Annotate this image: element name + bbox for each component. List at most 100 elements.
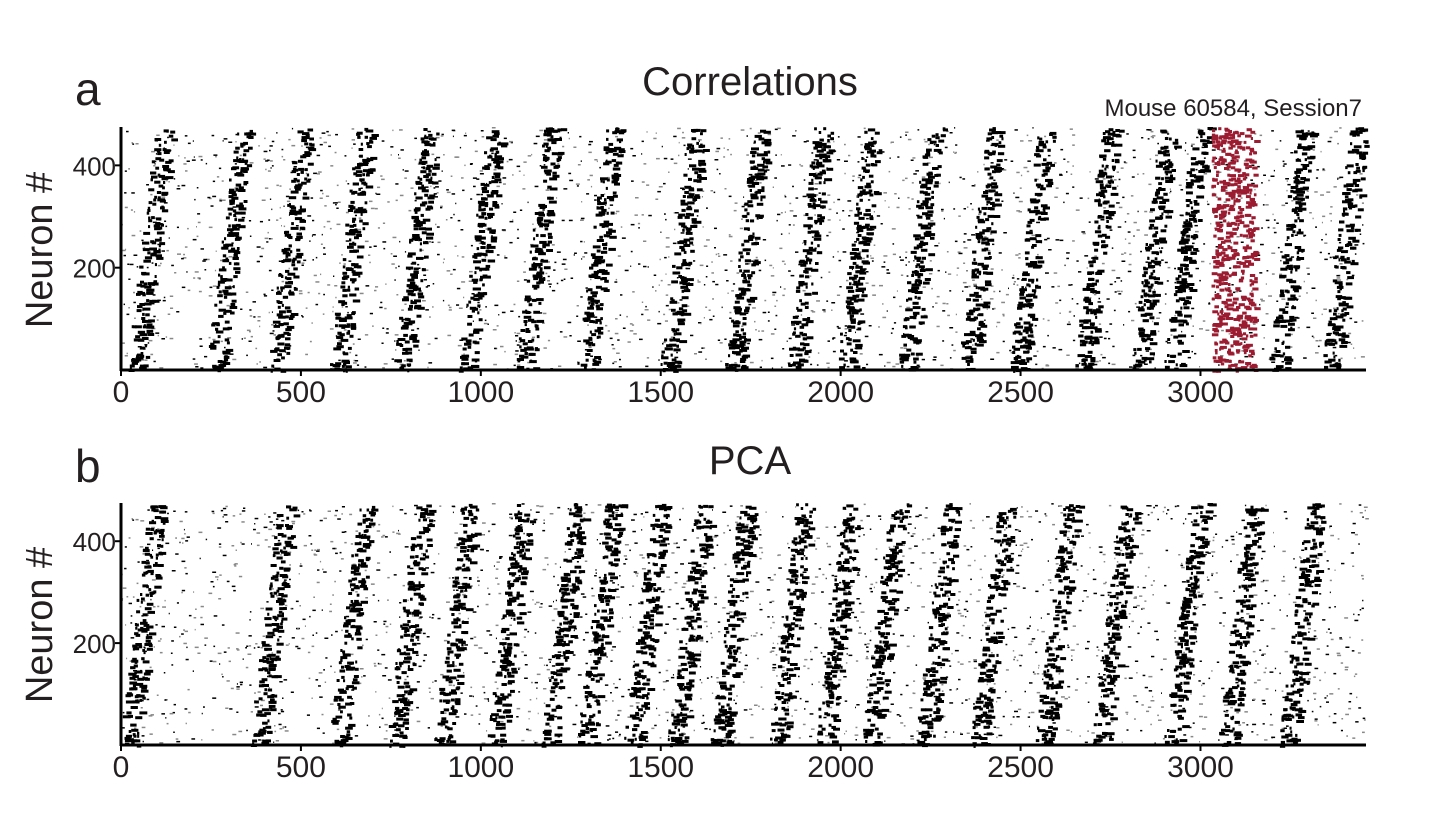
raster-dot: [754, 320, 756, 323]
raster-dot: [717, 339, 721, 341]
raster-dot: [291, 144, 296, 147]
raster-dot: [745, 306, 750, 310]
raster-dot: [989, 298, 994, 300]
raster-dot: [982, 305, 991, 309]
raster-dot: [840, 340, 844, 344]
raster-dot: [529, 360, 537, 364]
raster-dot: [1325, 233, 1327, 236]
raster-dot: [1106, 220, 1109, 223]
raster-dot: [859, 192, 863, 196]
raster-dot: [735, 330, 739, 334]
raster-dot: [1294, 316, 1299, 319]
raster-dot: [488, 245, 496, 249]
raster-dot: [463, 296, 465, 299]
raster-dot: [1223, 215, 1226, 218]
raster-dot: [455, 202, 457, 205]
raster-dot: [1165, 173, 1169, 176]
raster-dot: [281, 260, 285, 263]
raster-dot: [1109, 323, 1113, 325]
raster-dot: [723, 156, 726, 158]
raster-dot: [990, 233, 993, 235]
raster-dot: [528, 267, 537, 271]
raster-dot: [351, 263, 359, 267]
raster-dot: [674, 356, 679, 359]
raster-dot: [849, 209, 853, 212]
raster-dot: [206, 258, 210, 261]
raster-dot: [432, 166, 440, 170]
raster-dot: [306, 173, 310, 177]
raster-dot: [920, 202, 929, 206]
panel-label-b: b: [75, 440, 101, 492]
raster-dot: [457, 344, 462, 347]
raster-dot: [922, 281, 930, 285]
raster-dot: [933, 356, 937, 358]
raster-dot: [1306, 326, 1311, 329]
raster-dot: [1196, 136, 1199, 139]
raster-dot: [712, 298, 714, 300]
raster-dot: [153, 280, 158, 284]
raster-dot: [676, 310, 685, 314]
raster-dot: [810, 241, 814, 245]
raster-dot: [1027, 350, 1030, 354]
raster-dot: [422, 268, 426, 272]
raster-dot: [545, 189, 550, 191]
raster-dot: [517, 364, 521, 366]
raster-dot: [874, 131, 880, 135]
raster-dot: [978, 340, 987, 344]
raster-dot: [864, 143, 871, 147]
raster-dot: [1036, 178, 1039, 181]
raster-dot: [682, 309, 688, 313]
raster-dot: [224, 309, 232, 313]
raster-dot: [454, 156, 458, 158]
raster-dot: [1145, 248, 1151, 252]
raster-dot: [653, 274, 657, 276]
raster-dot: [301, 262, 305, 264]
raster-dot: [524, 323, 527, 327]
raster-dot: [506, 160, 509, 163]
raster-dot: [607, 222, 613, 226]
raster-dot: [987, 214, 995, 218]
raster-dot: [928, 253, 936, 257]
raster-dot: [404, 340, 410, 344]
raster-dot: [1146, 129, 1150, 131]
raster-dot: [575, 183, 580, 185]
raster-dot: [825, 157, 828, 161]
raster-dot: [161, 177, 167, 181]
raster-dot: [1029, 210, 1036, 214]
raster-dot: [217, 283, 221, 287]
raster-dot: [406, 284, 411, 288]
raster-dot: [527, 318, 535, 322]
raster-dot: [367, 158, 370, 162]
raster-dot: [334, 202, 338, 204]
raster-dot: [1267, 226, 1270, 229]
raster-dot: [933, 148, 942, 152]
raster-dot: [126, 352, 128, 355]
raster-dot: [1018, 211, 1022, 213]
raster-dot: [345, 223, 350, 227]
raster-dot: [1322, 169, 1326, 172]
raster-dot: [643, 265, 647, 268]
raster-dot: [207, 196, 211, 199]
raster-dot: [1210, 222, 1212, 225]
raster-dot: [401, 364, 406, 368]
raster-dot: [1120, 167, 1124, 169]
raster-dot: [592, 358, 596, 362]
raster-dot: [784, 211, 786, 213]
raster-dot: [493, 363, 497, 366]
raster-dot: [812, 202, 816, 206]
raster-dot: [739, 344, 745, 348]
raster-dot: [955, 331, 958, 333]
raster-dot: [596, 335, 599, 339]
raster-dot: [468, 280, 473, 282]
raster-dot: [603, 201, 607, 205]
raster-dot: [749, 361, 754, 364]
raster-dot: [1105, 167, 1109, 169]
raster-dot: [984, 167, 989, 171]
raster-dot: [484, 216, 488, 220]
raster-dot: [1352, 135, 1357, 137]
raster-dot: [193, 277, 196, 279]
raster-dot: [181, 184, 186, 187]
raster-dot: [421, 160, 428, 164]
raster-dot: [595, 318, 602, 322]
raster-dot: [585, 287, 588, 289]
